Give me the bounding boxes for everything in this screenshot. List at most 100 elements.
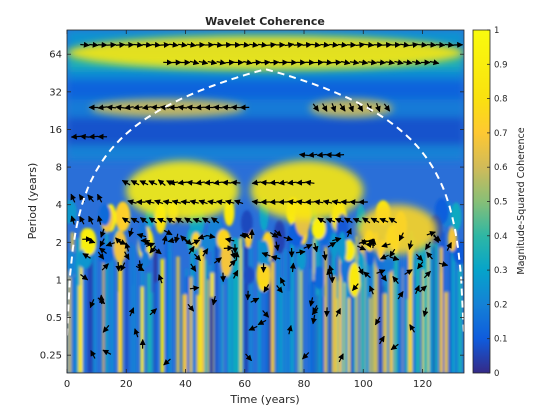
phase-arrow — [302, 41, 313, 48]
coherence-streak — [147, 272, 151, 373]
coherence-streak — [355, 236, 358, 373]
coherence-streak — [244, 246, 249, 373]
colorbar-tick-label: 0.2 — [494, 300, 508, 310]
phase-arrow — [334, 217, 344, 224]
phase-arrow — [115, 237, 123, 245]
coherence-streak — [284, 249, 287, 373]
phase-arrow — [130, 217, 140, 224]
coherence-streak — [332, 276, 337, 373]
phase-arrow — [127, 199, 137, 206]
phase-arrow — [106, 104, 116, 111]
coherence-blob — [138, 221, 148, 254]
phase-arrow — [87, 194, 95, 203]
coherence-streak — [232, 237, 237, 373]
phase-arrow — [86, 237, 96, 244]
coherence-streak — [125, 257, 129, 373]
y-tick-label: 32 — [49, 87, 62, 98]
coherence-streak — [265, 243, 268, 373]
x-tick-label: 100 — [354, 379, 373, 390]
phase-arrow — [344, 217, 353, 224]
phase-arrow — [190, 263, 197, 272]
coherence-blob — [338, 231, 347, 264]
x-tick-label: 20 — [120, 379, 133, 390]
phase-arrow — [409, 42, 419, 48]
coherence-blob — [216, 229, 231, 250]
phase-arrow — [216, 59, 227, 66]
phase-arrow — [136, 232, 147, 239]
coherence-streak — [185, 276, 189, 373]
phase-arrow — [141, 104, 152, 111]
phase-arrow — [385, 59, 395, 66]
phase-arrow — [96, 193, 103, 203]
phase-arrow — [184, 217, 193, 224]
coherence-streak — [386, 233, 389, 373]
phase-arrow — [189, 285, 200, 292]
phase-arrow — [82, 253, 91, 259]
coherence-streak — [165, 235, 170, 373]
phase-arrow — [426, 41, 437, 48]
coherence-streak — [341, 242, 344, 373]
coherence-streak — [378, 235, 382, 373]
phase-arrow — [178, 41, 188, 48]
phase-arrow — [346, 227, 352, 238]
phase-arrow — [221, 104, 232, 111]
coherence-streak — [324, 247, 328, 373]
coherence-streak — [459, 255, 463, 373]
phase-arrow — [106, 41, 117, 48]
phase-arrow — [123, 251, 130, 261]
coherence-streak — [80, 233, 84, 373]
phase-arrow — [88, 133, 99, 140]
phase-arrow — [234, 199, 244, 206]
coherence-streak — [239, 237, 242, 373]
coherence-streak — [160, 258, 165, 373]
colorbar: 0 0.1 0.2 0.3 0.4 0.5 0.6 0.7 0.8 0.9 1 Magnitude-… — [472, 26, 527, 379]
phase-arrow — [124, 242, 131, 252]
phase-arrow — [124, 104, 134, 111]
phase-arrow — [213, 104, 223, 111]
phase-arrow — [175, 217, 184, 224]
phase-arrow — [316, 151, 327, 158]
coherence-streak — [120, 260, 123, 373]
phase-arrow — [250, 297, 260, 304]
phase-arrow — [180, 199, 191, 206]
colorbar-tick-label: 0.3 — [494, 266, 508, 276]
phase-arrow — [153, 247, 162, 255]
phase-arrow — [374, 103, 381, 113]
phase-arrow — [163, 229, 173, 236]
phase-arrow — [70, 133, 81, 140]
phase-arrow — [302, 352, 310, 360]
coherence-streak — [76, 238, 80, 373]
phase-arrow — [240, 41, 250, 48]
phase-arrow — [70, 193, 77, 203]
y-tick-label: 16 — [49, 125, 62, 136]
phase-arrow — [414, 285, 420, 295]
phase-arrow — [325, 152, 336, 159]
coherence-streak — [290, 236, 295, 373]
phase-arrow — [99, 238, 106, 248]
x-tick-label: 120 — [413, 379, 432, 390]
phase-arrow — [198, 59, 209, 66]
coherence-streak — [382, 293, 387, 373]
phase-arrow — [174, 233, 180, 244]
phase-arrow — [355, 42, 366, 48]
phase-arrow — [380, 273, 387, 282]
coherence-streak — [89, 263, 93, 373]
phase-arrow — [133, 328, 140, 338]
phase-arrow — [426, 251, 433, 260]
phase-arrow — [404, 269, 413, 276]
phase-arrow — [133, 41, 144, 48]
phase-arrow — [321, 103, 328, 112]
x-axis-label: Time (years) — [229, 393, 299, 406]
phase-arrow — [348, 103, 354, 113]
phase-arrow — [195, 179, 205, 186]
phase-arrow — [144, 199, 155, 206]
phase-arrow — [157, 217, 167, 224]
phase-arrow — [390, 343, 399, 351]
coherence-streak — [415, 260, 421, 373]
phase-arrow — [224, 237, 235, 244]
phase-arrow — [374, 316, 381, 326]
phase-arrow — [186, 41, 197, 48]
phase-arrow — [398, 232, 405, 242]
coherence-streak — [443, 291, 448, 373]
phase-arrow — [151, 41, 161, 48]
